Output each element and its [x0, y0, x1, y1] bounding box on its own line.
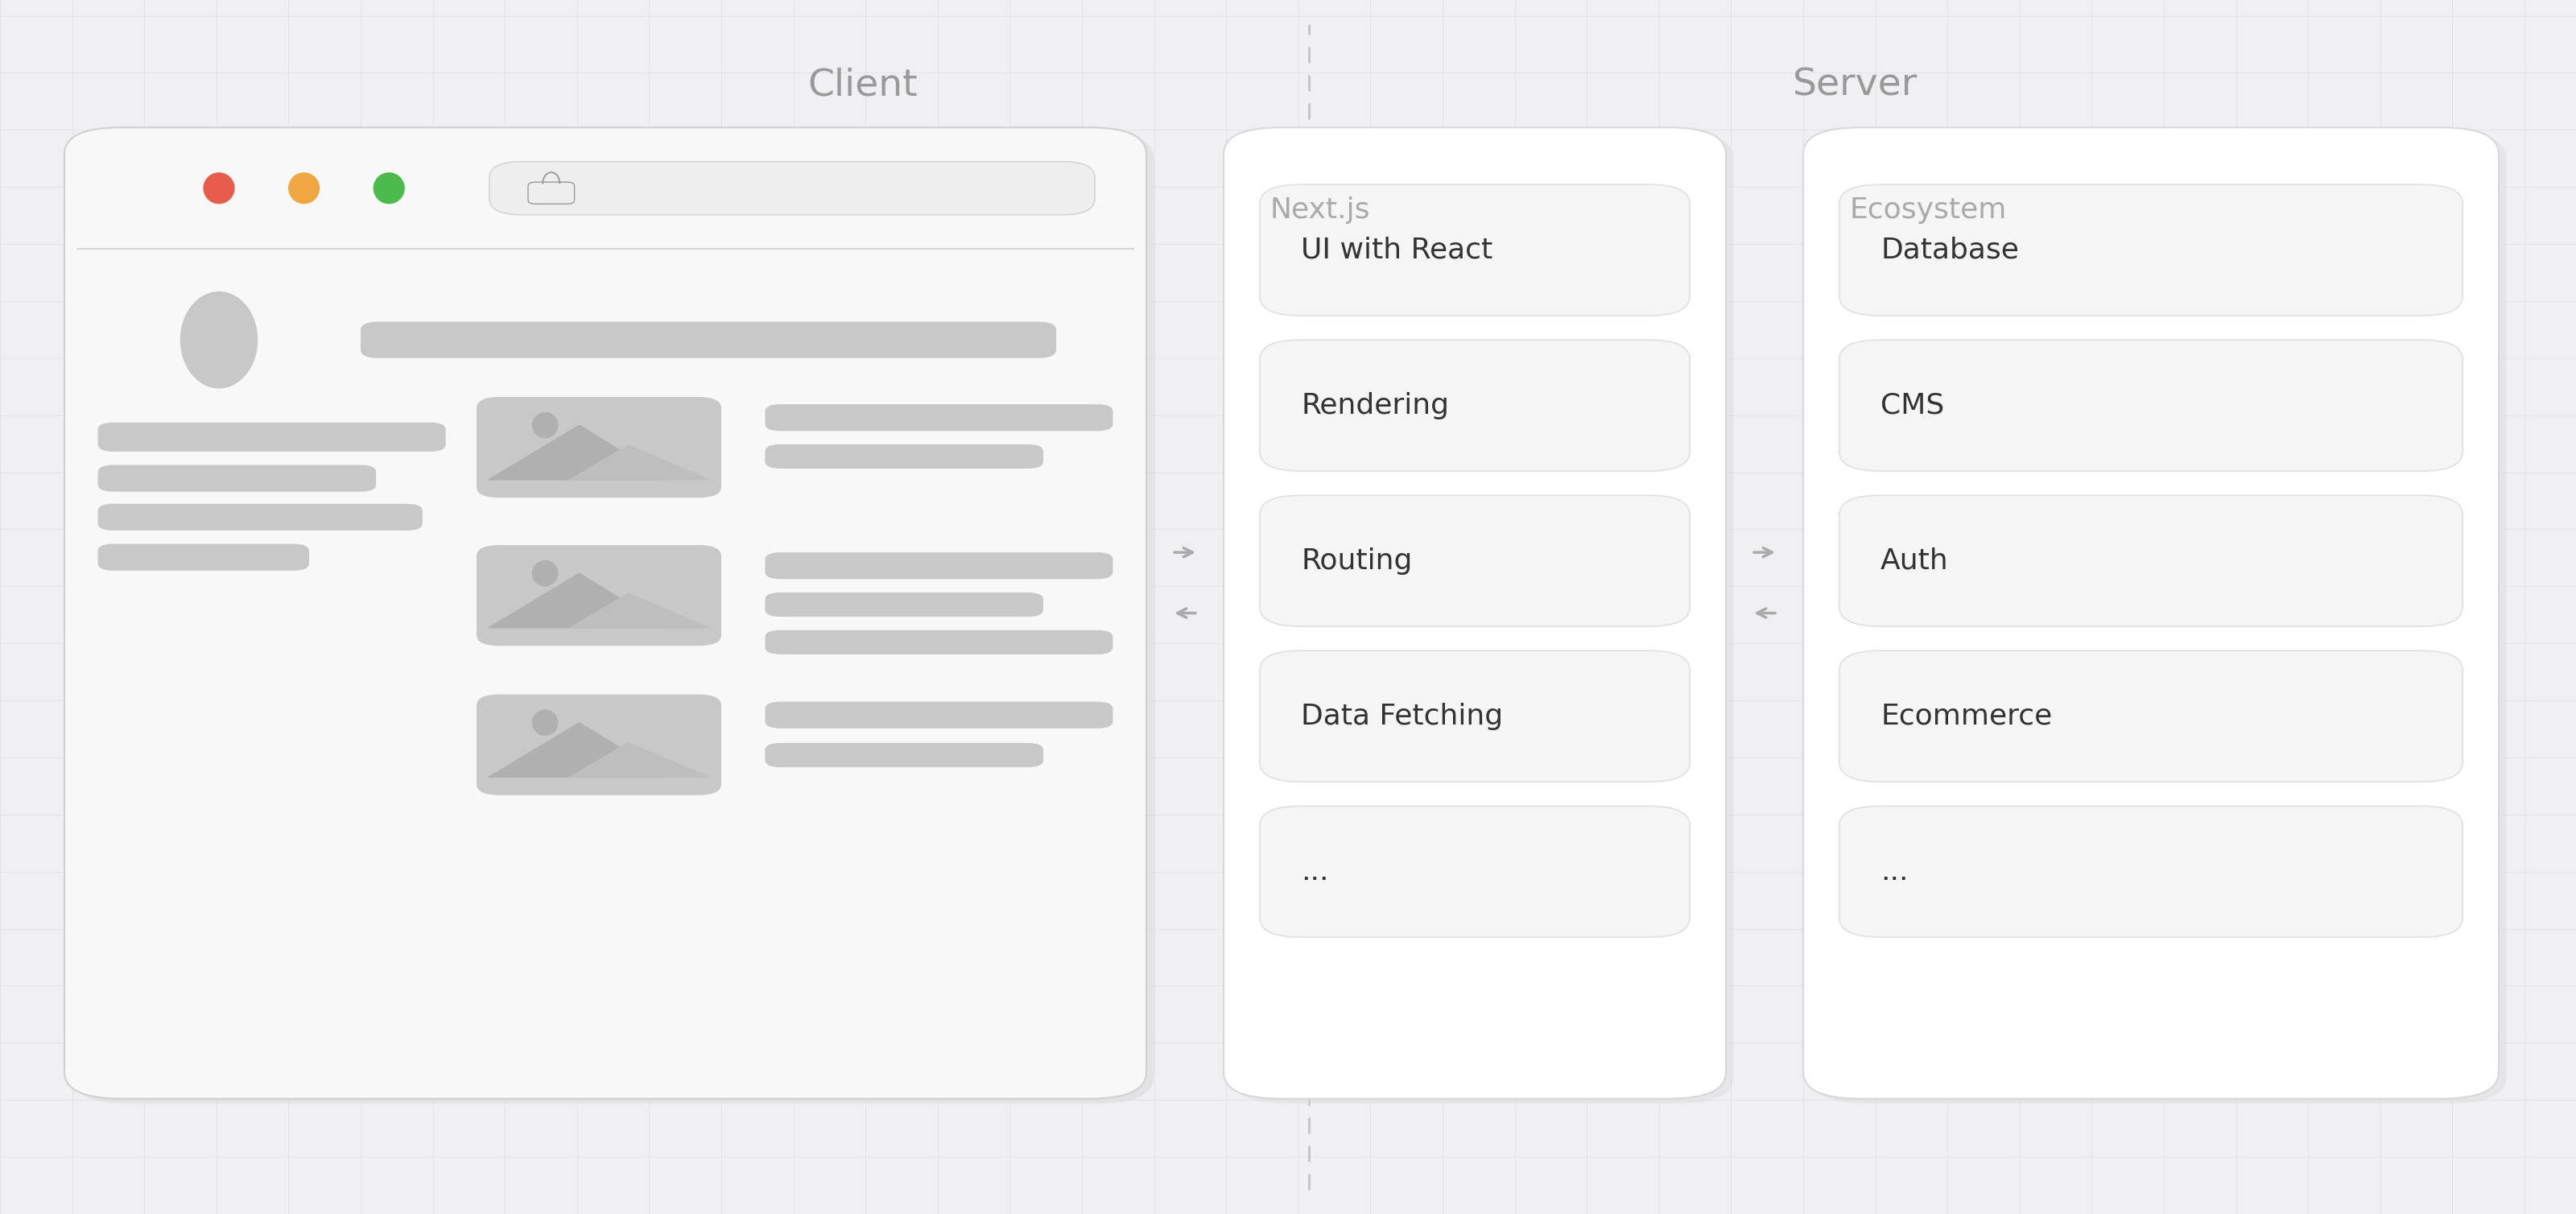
Text: Next.js: Next.js [1270, 197, 1370, 223]
Text: Ecommerce: Ecommerce [1880, 703, 2053, 730]
FancyBboxPatch shape [477, 397, 721, 498]
FancyBboxPatch shape [765, 592, 1043, 617]
Text: Data Fetching: Data Fetching [1301, 703, 1502, 730]
FancyBboxPatch shape [1260, 495, 1690, 626]
Polygon shape [489, 722, 667, 777]
Polygon shape [569, 594, 708, 628]
Polygon shape [489, 425, 667, 480]
FancyBboxPatch shape [765, 404, 1113, 431]
FancyBboxPatch shape [1260, 651, 1690, 782]
FancyBboxPatch shape [98, 544, 309, 571]
FancyBboxPatch shape [98, 465, 376, 492]
FancyBboxPatch shape [98, 504, 422, 531]
FancyBboxPatch shape [1839, 495, 2463, 626]
Text: Rendering: Rendering [1301, 392, 1448, 419]
FancyBboxPatch shape [64, 127, 1146, 1099]
FancyBboxPatch shape [361, 322, 1056, 358]
FancyBboxPatch shape [1839, 651, 2463, 782]
FancyBboxPatch shape [72, 132, 1154, 1104]
FancyBboxPatch shape [1260, 340, 1690, 471]
FancyBboxPatch shape [1260, 185, 1690, 316]
FancyBboxPatch shape [765, 552, 1113, 579]
Text: Ecosystem: Ecosystem [1850, 197, 2007, 223]
FancyBboxPatch shape [765, 444, 1043, 469]
Ellipse shape [374, 172, 404, 204]
Ellipse shape [533, 412, 559, 438]
FancyBboxPatch shape [477, 694, 721, 795]
Text: CMS: CMS [1880, 392, 1945, 419]
FancyBboxPatch shape [489, 161, 1095, 215]
FancyBboxPatch shape [1803, 127, 2499, 1099]
Text: ...: ... [1880, 858, 1909, 885]
Polygon shape [569, 743, 708, 777]
FancyBboxPatch shape [1260, 806, 1690, 937]
Text: ...: ... [1301, 858, 1329, 885]
Ellipse shape [533, 560, 559, 586]
Polygon shape [489, 573, 667, 628]
Ellipse shape [289, 172, 319, 204]
FancyBboxPatch shape [1839, 185, 2463, 316]
FancyBboxPatch shape [1839, 806, 2463, 937]
FancyBboxPatch shape [1224, 127, 1726, 1099]
FancyBboxPatch shape [1231, 132, 1734, 1104]
Text: UI with React: UI with React [1301, 237, 1492, 263]
Ellipse shape [204, 172, 234, 204]
Ellipse shape [533, 709, 559, 736]
Text: Database: Database [1880, 237, 2020, 263]
FancyBboxPatch shape [765, 630, 1113, 654]
FancyBboxPatch shape [765, 743, 1043, 767]
FancyBboxPatch shape [1839, 340, 2463, 471]
Text: Routing: Routing [1301, 548, 1412, 574]
Text: Auth: Auth [1880, 548, 1947, 574]
Text: Client: Client [809, 67, 917, 103]
Ellipse shape [180, 291, 258, 388]
FancyBboxPatch shape [528, 182, 574, 204]
Text: Server: Server [1793, 67, 1917, 103]
FancyBboxPatch shape [1811, 132, 2506, 1104]
Polygon shape [569, 446, 708, 480]
FancyBboxPatch shape [98, 422, 446, 452]
FancyBboxPatch shape [477, 545, 721, 646]
FancyBboxPatch shape [765, 702, 1113, 728]
